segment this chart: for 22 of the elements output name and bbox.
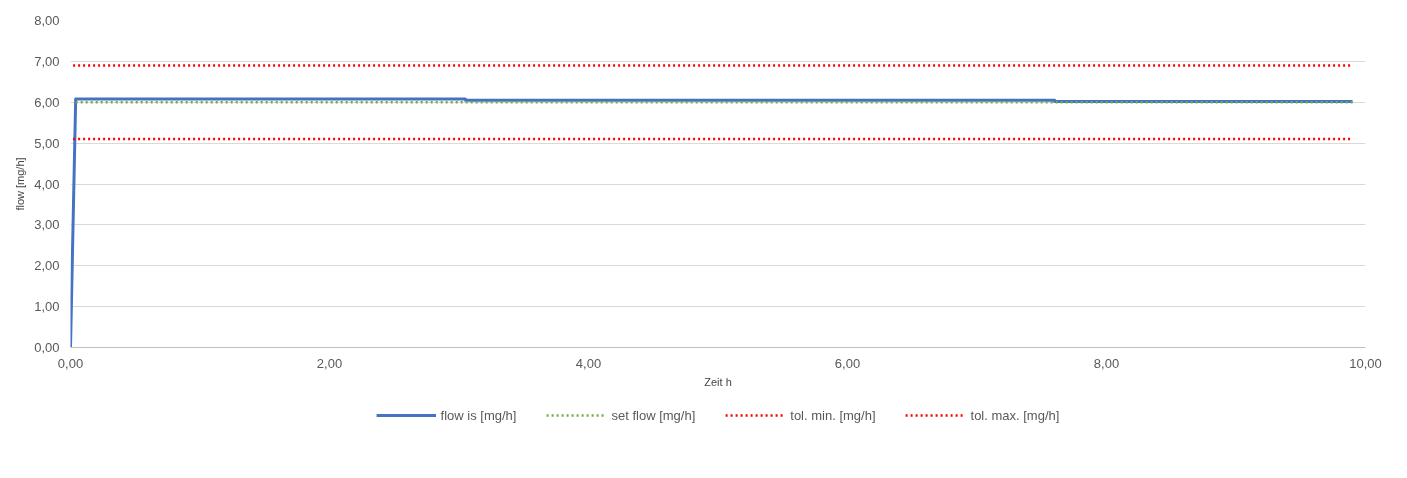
y-tick-label: 8,00: [34, 13, 60, 28]
x-tick-label: 10,00: [1349, 355, 1382, 371]
y-tick-label: 4,00: [34, 176, 60, 192]
line-series: [70, 97, 1355, 348]
y-tick-label: 5,00: [34, 135, 60, 151]
y-tick-label: 0,00: [34, 340, 60, 355]
legend-label: set flow [mg/h]: [611, 407, 696, 423]
legend-label: tol. max. [mg/h]: [970, 407, 1060, 423]
y-tick-label: 1,00: [34, 299, 60, 315]
y-tick-label: 7,00: [34, 53, 60, 69]
y-tick-label: 2,00: [34, 258, 60, 274]
y-tick-label: 6,00: [34, 94, 60, 110]
x-tick-label: 4,00: [575, 355, 602, 371]
legend-label: tol. min. [mg/h]: [790, 407, 876, 423]
y-tick-label: 3,00: [34, 217, 60, 233]
x-axis-title: Zeit h: [704, 375, 732, 388]
legend-label: flow is [mg/h]: [440, 407, 517, 423]
x-tick-label: 6,00: [834, 355, 861, 371]
x-tick-label: 2,00: [316, 355, 343, 371]
y-axis-title: flow [mg/h]: [14, 157, 27, 211]
x-tick-label: 0,00: [57, 355, 84, 371]
x-tick-label: 8,00: [1093, 355, 1120, 371]
